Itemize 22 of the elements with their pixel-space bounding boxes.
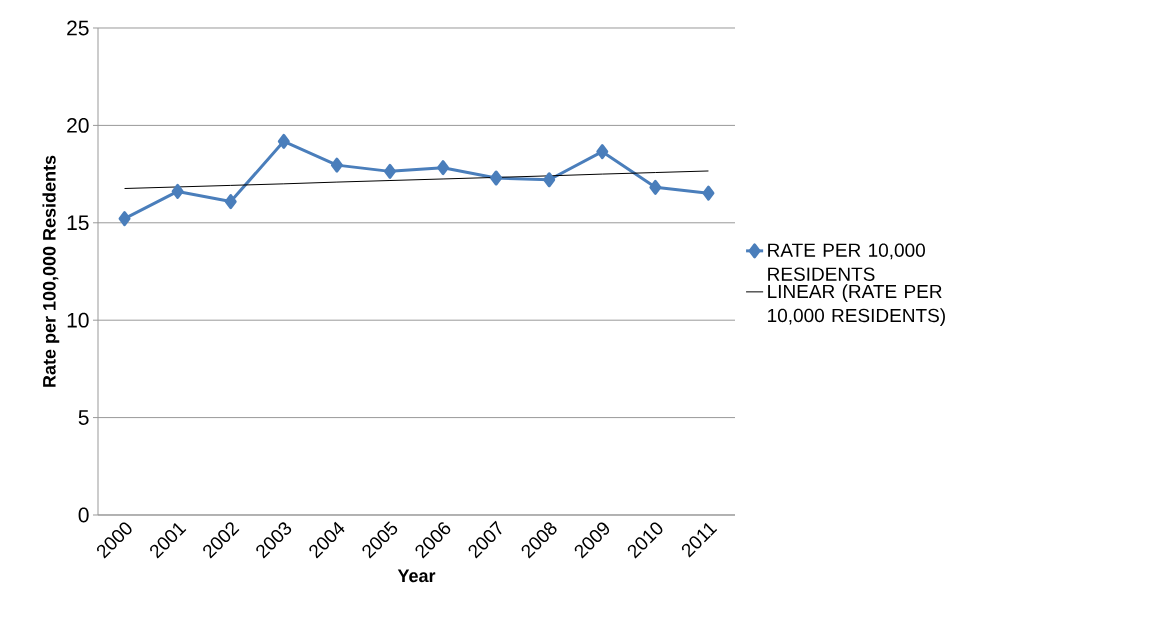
point (543, 172, 556, 188)
point (702, 185, 715, 201)
point (171, 183, 184, 199)
x-axis-title: Year (397, 569, 436, 583)
y-tick-label: 10 (67, 312, 89, 328)
point (437, 160, 450, 176)
point (224, 194, 237, 210)
y-tick-label: 0 (78, 507, 89, 523)
point (490, 170, 503, 186)
y-tick-label: 20 (67, 117, 89, 133)
point (596, 144, 609, 160)
point (330, 157, 343, 173)
y-tick-label: 5 (78, 410, 89, 425)
point (118, 211, 131, 227)
y-tick-label: 25 (67, 20, 89, 36)
point (277, 133, 290, 149)
y-axis-title: Rate per 100,000 Residents (42, 155, 60, 387)
legend-label: RATE PER 10,000 RESIDENTS (768, 243, 925, 281)
point (649, 179, 662, 195)
y-tick-label: 15 (67, 215, 89, 231)
point (383, 163, 396, 179)
legend-label: LINEAR (RATE PER 10,000 RESIDENTS) (768, 284, 945, 326)
